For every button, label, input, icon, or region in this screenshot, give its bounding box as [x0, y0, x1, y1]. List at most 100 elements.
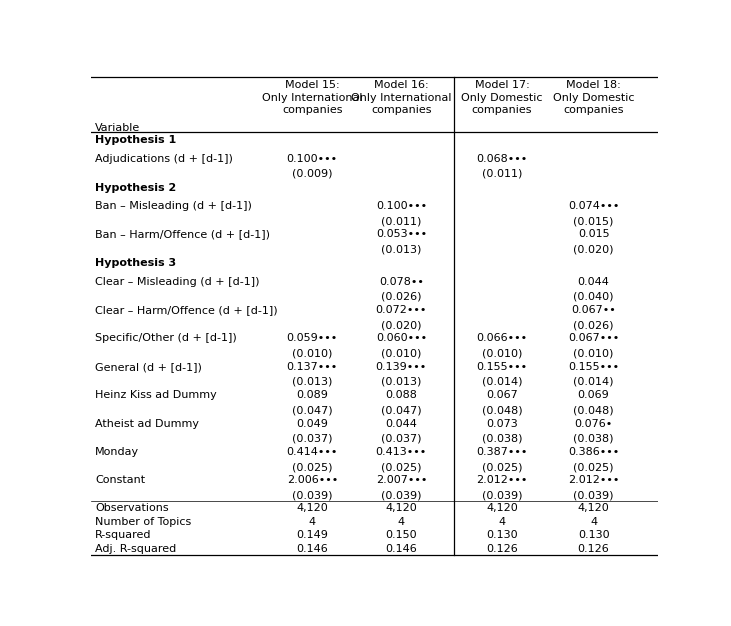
Text: (0.013): (0.013) [381, 245, 422, 255]
Text: (0.014): (0.014) [482, 377, 523, 387]
Text: 0.126: 0.126 [577, 544, 610, 554]
Text: 0.078••: 0.078•• [379, 277, 424, 287]
Text: Variable: Variable [95, 123, 140, 133]
Text: (0.038): (0.038) [573, 434, 614, 444]
Text: (0.037): (0.037) [381, 434, 422, 444]
Text: 0.414•••: 0.414••• [287, 447, 338, 457]
Text: Hypothesis 2: Hypothesis 2 [95, 183, 176, 193]
Text: 0.130: 0.130 [486, 530, 518, 540]
Text: (0.009): (0.009) [292, 169, 333, 179]
Text: (0.040): (0.040) [573, 292, 614, 302]
Text: 2.006•••: 2.006••• [287, 475, 338, 485]
Text: General (d + [d-1]): General (d + [d-1]) [95, 362, 202, 372]
Text: (0.013): (0.013) [292, 377, 333, 387]
Text: (0.037): (0.037) [292, 434, 333, 444]
Text: Monday: Monday [95, 447, 140, 457]
Text: (0.011): (0.011) [381, 216, 422, 226]
Text: (0.025): (0.025) [292, 462, 333, 472]
Text: Atheist ad Dummy: Atheist ad Dummy [95, 419, 200, 429]
Text: 4: 4 [499, 517, 506, 527]
Text: 2.012•••: 2.012••• [477, 475, 528, 485]
Text: (0.039): (0.039) [292, 491, 333, 501]
Text: (0.010): (0.010) [482, 349, 523, 359]
Text: 0.067: 0.067 [486, 390, 518, 400]
Text: Observations: Observations [95, 503, 169, 513]
Text: Model 16:
Only International
companies: Model 16: Only International companies [351, 80, 452, 115]
Text: (0.047): (0.047) [381, 406, 422, 415]
Text: 0.049: 0.049 [296, 419, 328, 429]
Text: R-squared: R-squared [95, 530, 152, 540]
Text: 0.100•••: 0.100••• [376, 201, 427, 211]
Text: 0.137•••: 0.137••• [287, 362, 338, 372]
Text: 0.053•••: 0.053••• [376, 230, 427, 239]
Text: 0.073: 0.073 [486, 419, 518, 429]
Text: 0.015: 0.015 [577, 230, 610, 239]
Text: 0.146: 0.146 [385, 544, 417, 554]
Text: 0.100•••: 0.100••• [287, 154, 338, 164]
Text: 0.386•••: 0.386••• [568, 447, 619, 457]
Text: 0.088: 0.088 [385, 390, 417, 400]
Text: 2.012•••: 2.012••• [568, 475, 619, 485]
Text: (0.013): (0.013) [381, 377, 422, 387]
Text: (0.010): (0.010) [292, 349, 333, 359]
Text: 4: 4 [590, 517, 597, 527]
Text: (0.025): (0.025) [482, 462, 523, 472]
Text: 0.060•••: 0.060••• [376, 334, 427, 344]
Text: Heinz Kiss ad Dummy: Heinz Kiss ad Dummy [95, 390, 217, 400]
Text: 0.068•••: 0.068••• [477, 154, 528, 164]
Text: 0.066•••: 0.066••• [477, 334, 528, 344]
Text: (0.047): (0.047) [292, 406, 333, 415]
Text: Number of Topics: Number of Topics [95, 517, 192, 527]
Text: 0.044: 0.044 [385, 419, 417, 429]
Text: 0.149: 0.149 [296, 530, 328, 540]
Text: Model 15:
Only International
companies: Model 15: Only International companies [262, 80, 363, 115]
Text: Adj. R-squared: Adj. R-squared [95, 544, 176, 554]
Text: 4,120: 4,120 [486, 503, 518, 513]
Text: 0.044: 0.044 [577, 277, 610, 287]
Text: Hypothesis 3: Hypothesis 3 [95, 259, 176, 269]
Text: 0.076•: 0.076• [575, 419, 613, 429]
Text: 0.069: 0.069 [577, 390, 610, 400]
Text: 0.155•••: 0.155••• [477, 362, 528, 372]
Text: Specific/Other (d + [d-1]): Specific/Other (d + [d-1]) [95, 334, 237, 344]
Text: 0.059•••: 0.059••• [287, 334, 338, 344]
Text: Clear – Harm/Offence (d + [d-1]): Clear – Harm/Offence (d + [d-1]) [95, 305, 278, 315]
Text: (0.038): (0.038) [482, 434, 523, 444]
Text: 4: 4 [398, 517, 405, 527]
Text: (0.039): (0.039) [381, 491, 422, 501]
Text: 0.130: 0.130 [577, 530, 610, 540]
Text: (0.010): (0.010) [381, 349, 422, 359]
Text: (0.014): (0.014) [573, 377, 614, 387]
Text: (0.048): (0.048) [482, 406, 523, 415]
Text: 4,120: 4,120 [296, 503, 328, 513]
Text: (0.039): (0.039) [482, 491, 523, 501]
Text: (0.026): (0.026) [573, 320, 614, 330]
Text: Model 17:
Only Domestic
companies: Model 17: Only Domestic companies [461, 80, 543, 115]
Text: 4,120: 4,120 [385, 503, 417, 513]
Text: (0.039): (0.039) [573, 491, 614, 501]
Text: (0.025): (0.025) [381, 462, 422, 472]
Text: 0.146: 0.146 [296, 544, 328, 554]
Text: Constant: Constant [95, 475, 145, 485]
Text: Model 18:
Only Domestic
companies: Model 18: Only Domestic companies [553, 80, 635, 115]
Text: Ban – Harm/Offence (d + [d-1]): Ban – Harm/Offence (d + [d-1]) [95, 230, 270, 239]
Text: 2.007•••: 2.007••• [376, 475, 427, 485]
Text: (0.025): (0.025) [573, 462, 614, 472]
Text: (0.010): (0.010) [573, 349, 614, 359]
Text: 0.067••: 0.067•• [571, 305, 616, 315]
Text: Adjudications (d + [d-1]): Adjudications (d + [d-1]) [95, 154, 233, 164]
Text: Hypothesis 1: Hypothesis 1 [95, 135, 176, 145]
Text: 0.072•••: 0.072••• [376, 305, 427, 315]
Text: 4,120: 4,120 [577, 503, 610, 513]
Text: (0.048): (0.048) [573, 406, 614, 415]
Text: 0.126: 0.126 [486, 544, 518, 554]
Text: (0.026): (0.026) [381, 292, 422, 302]
Text: (0.020): (0.020) [381, 320, 422, 330]
Text: 0.139•••: 0.139••• [376, 362, 427, 372]
Text: 4: 4 [308, 517, 316, 527]
Text: (0.015): (0.015) [573, 216, 614, 226]
Text: 0.089: 0.089 [296, 390, 328, 400]
Text: 0.150: 0.150 [385, 530, 417, 540]
Text: 0.413•••: 0.413••• [376, 447, 427, 457]
Text: (0.011): (0.011) [482, 169, 523, 179]
